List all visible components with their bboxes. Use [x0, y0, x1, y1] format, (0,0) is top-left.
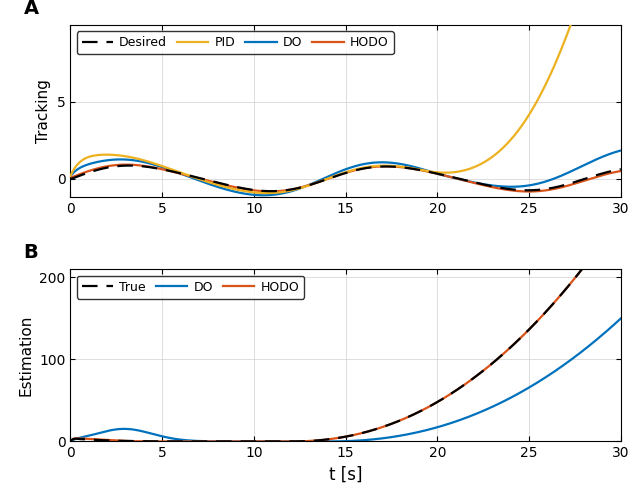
HODO: [278, 438, 285, 444]
DO: [162, 165, 170, 171]
DO: [129, 157, 137, 163]
Line: Desired: Desired: [70, 166, 621, 191]
Desired: [268, 188, 275, 194]
Line: DO: DO: [70, 150, 621, 195]
Desired: [617, 166, 625, 172]
Y-axis label: Tracking: Tracking: [36, 79, 51, 143]
True: [547, 304, 554, 310]
HODO: [162, 167, 170, 173]
True: [162, 438, 170, 444]
HODO: [617, 168, 625, 174]
PID: [547, 70, 555, 76]
PID: [278, 189, 285, 195]
DO: [606, 151, 614, 157]
Legend: True, DO, HODO: True, DO, HODO: [77, 275, 304, 299]
Text: A: A: [24, 0, 39, 18]
Legend: Desired, PID, DO, HODO: Desired, PID, DO, HODO: [77, 31, 394, 54]
Desired: [607, 168, 614, 174]
HODO: [129, 438, 137, 444]
PID: [162, 164, 170, 170]
DO: [129, 427, 137, 433]
True: [617, 213, 625, 219]
Line: HODO: HODO: [70, 216, 621, 441]
DO: [67, 173, 74, 179]
HODO: [547, 186, 555, 192]
DO: [617, 147, 625, 153]
True: [606, 229, 614, 235]
Desired: [129, 163, 137, 169]
DO: [301, 184, 309, 189]
Desired: [302, 183, 310, 189]
HODO: [301, 183, 309, 189]
HODO: [122, 162, 130, 168]
HODO: [525, 188, 532, 194]
Line: DO: DO: [70, 318, 621, 441]
PID: [129, 155, 137, 161]
HODO: [607, 170, 614, 176]
PID: [301, 184, 309, 189]
X-axis label: t [s]: t [s]: [329, 466, 362, 484]
PID: [263, 190, 271, 196]
True: [278, 438, 285, 444]
Desired: [125, 163, 132, 169]
True: [67, 438, 74, 444]
Line: PID: PID: [70, 0, 621, 193]
DO: [547, 177, 555, 183]
Desired: [278, 187, 285, 193]
Desired: [67, 176, 74, 182]
DO: [547, 371, 554, 377]
DO: [278, 190, 285, 196]
Text: B: B: [24, 244, 38, 262]
DO: [606, 325, 614, 331]
True: [129, 438, 137, 444]
HODO: [162, 438, 170, 444]
DO: [301, 438, 309, 444]
Line: HODO: HODO: [70, 165, 621, 191]
Y-axis label: Estimation: Estimation: [19, 314, 34, 396]
Desired: [547, 185, 555, 191]
DO: [278, 438, 285, 444]
Desired: [162, 167, 170, 173]
Line: True: True: [70, 216, 621, 441]
HODO: [129, 162, 137, 168]
HODO: [67, 175, 74, 181]
HODO: [278, 188, 285, 194]
DO: [259, 192, 267, 198]
HODO: [606, 229, 614, 235]
HODO: [159, 438, 167, 444]
DO: [67, 438, 74, 444]
PID: [67, 173, 74, 179]
HODO: [547, 304, 555, 310]
DO: [617, 315, 625, 321]
True: [301, 438, 309, 444]
HODO: [301, 438, 309, 444]
HODO: [617, 213, 625, 219]
HODO: [67, 438, 74, 444]
DO: [162, 434, 170, 440]
